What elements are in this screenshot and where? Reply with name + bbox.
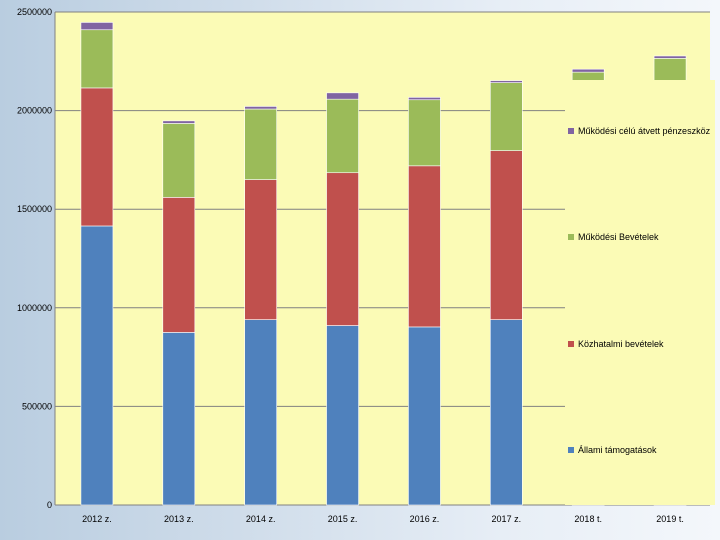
bar-4-3 [244,106,277,110]
y-tick-label: 2500000 [17,7,52,17]
bar-3-4 [326,98,359,174]
bar-3-1 [80,29,114,89]
bar-1-2 [162,332,196,506]
bar-4-2 [162,120,196,124]
y-tick-label: 1500000 [17,204,52,214]
bar-2-6 [490,150,523,320]
x-tick-label: 2014 z. [246,514,276,524]
bar-2-5 [408,165,441,328]
bar-4-1 [80,22,114,31]
x-tick-label: 2017 z. [492,514,522,524]
bar-4-4 [326,92,359,100]
x-axis-ticks: 2012 z. 2013 z. 2014 z. 2015 z. 2016 z. 2017 … [82,514,684,524]
legend-label: Működési Bevételek [578,232,659,242]
legend-swatch [568,341,574,347]
x-tick-label: 2013 z. [164,514,194,524]
y-tick-label: 1000000 [17,303,52,313]
legend: Működési célú átvett pénzeszköz Működési … [568,126,711,455]
bar-3-2 [162,123,196,198]
bar-3-5 [408,99,441,167]
x-tick-label: 2015 z. [328,514,358,524]
x-tick-label: 2018 t. [574,514,602,524]
legend-swatch [568,128,574,134]
bar-4-6 [490,80,523,83]
bar-1-3 [244,319,277,506]
bar-1-6 [490,319,523,506]
bar-4-5 [408,97,441,101]
legend-label: Állami támogatások [578,445,657,455]
bar-2-2 [162,197,196,333]
bar-1-4 [326,325,359,506]
bar-2-1 [80,87,114,227]
y-axis-ticks: 0 500000 1000000 1500000 2000000 2500000 [17,7,52,510]
legend-swatch [568,447,574,453]
legend-swatch [568,234,574,240]
bar-3-3 [244,108,277,180]
bar-4-8 [653,55,687,59]
legend-label: Közhatalmi bevételek [578,339,664,349]
x-tick-label: 2019 t. [656,514,684,524]
y-tick-label: 0 [47,500,52,510]
x-tick-label: 2012 z. [82,514,112,524]
bar-1-1 [80,225,114,506]
legend-label: Működési célú átvett pénzeszköz [578,126,711,136]
bar-1-5 [408,326,441,506]
bar-2-4 [326,172,359,326]
y-tick-label: 2000000 [17,106,52,116]
x-tick-label: 2016 z. [410,514,440,524]
legend-box [565,80,715,505]
bar-2-3 [244,179,277,320]
bar-4-7 [571,68,605,73]
bar-3-6 [490,82,523,151]
y-tick-label: 500000 [22,401,52,411]
